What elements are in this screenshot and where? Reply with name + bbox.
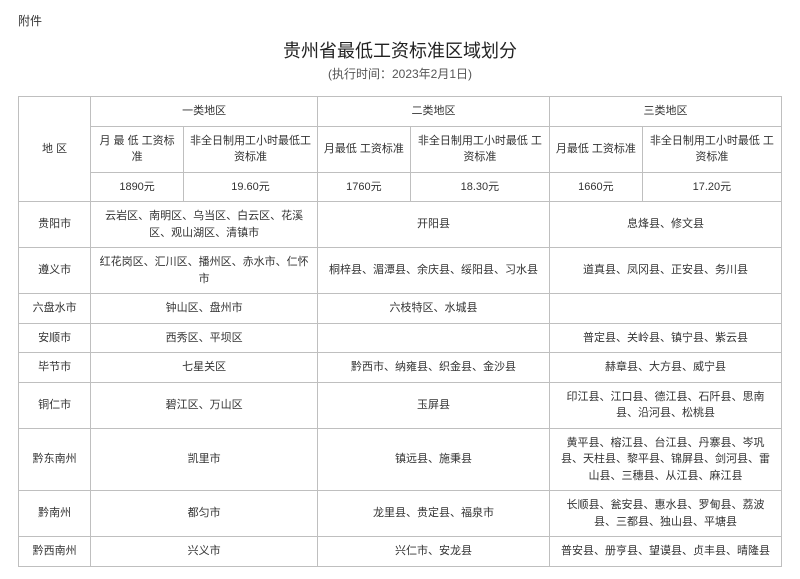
table-body: 贵阳市云岩区、南明区、乌当区、白云区、花溪区、观山湖区、清镇市开阳县息烽县、修文…: [19, 202, 782, 567]
value-c1h: 19.60元: [183, 172, 317, 202]
areas-c3: 普安县、册亨县、望谟县、贞丰县、晴隆县: [549, 537, 781, 567]
value-c1m: 1890元: [91, 172, 184, 202]
table-row: 铜仁市碧江区、万山区玉屏县印江县、江口县、德江县、石阡县、思南县、沿河县、松桃县: [19, 382, 782, 428]
areas-c3: 印江县、江口县、德江县、石阡县、思南县、沿河县、松桃县: [549, 382, 781, 428]
header-cat1: 一类地区: [91, 97, 318, 127]
header-c1-hourly: 非全日制用工小时最低工资标准: [183, 126, 317, 172]
areas-c2: 龙里县、贵定县、福泉市: [318, 491, 550, 537]
areas-c3: 道真县、凤冈县、正安县、务川县: [549, 248, 781, 294]
table-row: 黔南州都匀市龙里县、贵定县、福泉市长顺县、瓮安县、惠水县、罗甸县、荔波县、三都县…: [19, 491, 782, 537]
areas-c2: 玉屏县: [318, 382, 550, 428]
header-cat3: 三类地区: [549, 97, 781, 127]
areas-c3: 长顺县、瓮安县、惠水县、罗甸县、荔波县、三都县、独山县、平塘县: [549, 491, 781, 537]
header-c2-hourly: 非全日制用工小时最低 工资标准: [410, 126, 549, 172]
region-name: 毕节市: [19, 353, 91, 383]
areas-c1: 钟山区、盘州市: [91, 294, 318, 324]
value-c3m: 1660元: [549, 172, 642, 202]
areas-c2: 六枝特区、水城县: [318, 294, 550, 324]
region-name: 贵阳市: [19, 202, 91, 248]
region-name: 六盘水市: [19, 294, 91, 324]
header-c3-monthly: 月最低 工资标准: [549, 126, 642, 172]
table-row: 毕节市七星关区黔西市、纳雍县、织金县、金沙县赫章县、大方县、威宁县: [19, 353, 782, 383]
areas-c3: 赫章县、大方县、威宁县: [549, 353, 781, 383]
region-name: 黔南州: [19, 491, 91, 537]
attachment-label: 附件: [18, 12, 782, 29]
areas-c2: 镇远县、施秉县: [318, 428, 550, 491]
header-c3-hourly: 非全日制用工小时最低 工资标准: [642, 126, 781, 172]
region-name: 黔东南州: [19, 428, 91, 491]
areas-c2: 开阳县: [318, 202, 550, 248]
region-name: 黔西南州: [19, 537, 91, 567]
wage-table: 地 区 一类地区 二类地区 三类地区 月 最 低 工资标准 非全日制用工小时最低…: [18, 96, 782, 567]
header-c1-monthly: 月 最 低 工资标准: [91, 126, 184, 172]
areas-c2: 兴仁市、安龙县: [318, 537, 550, 567]
table-row: 贵阳市云岩区、南明区、乌当区、白云区、花溪区、观山湖区、清镇市开阳县息烽县、修文…: [19, 202, 782, 248]
areas-c2: 桐梓县、湄潭县、余庆县、绥阳县、习水县: [318, 248, 550, 294]
page-subtitle: (执行时间：2023年2月1日): [18, 65, 782, 82]
areas-c3: 黄平县、榕江县、台江县、丹寨县、岑巩县、天柱县、黎平县、锦屏县、剑河县、雷山县、…: [549, 428, 781, 491]
page-title: 贵州省最低工资标准区域划分: [18, 37, 782, 63]
region-name: 遵义市: [19, 248, 91, 294]
areas-c3: [549, 294, 781, 324]
areas-c1: 碧江区、万山区: [91, 382, 318, 428]
value-c3h: 17.20元: [642, 172, 781, 202]
region-name: 铜仁市: [19, 382, 91, 428]
table-row: 遵义市红花岗区、汇川区、播州区、赤水市、仁怀市桐梓县、湄潭县、余庆县、绥阳县、习…: [19, 248, 782, 294]
table-row: 黔西南州兴义市兴仁市、安龙县普安县、册亨县、望谟县、贞丰县、晴隆县: [19, 537, 782, 567]
areas-c2: [318, 323, 550, 353]
value-c2h: 18.30元: [410, 172, 549, 202]
areas-c1: 红花岗区、汇川区、播州区、赤水市、仁怀市: [91, 248, 318, 294]
areas-c2: 黔西市、纳雍县、织金县、金沙县: [318, 353, 550, 383]
areas-c1: 都匀市: [91, 491, 318, 537]
areas-c3: 普定县、关岭县、镇宁县、紫云县: [549, 323, 781, 353]
header-c2-monthly: 月最低 工资标准: [318, 126, 411, 172]
areas-c3: 息烽县、修文县: [549, 202, 781, 248]
header-cat2: 二类地区: [318, 97, 550, 127]
areas-c1: 西秀区、平坝区: [91, 323, 318, 353]
areas-c1: 凯里市: [91, 428, 318, 491]
value-c2m: 1760元: [318, 172, 411, 202]
region-name: 安顺市: [19, 323, 91, 353]
areas-c1: 云岩区、南明区、乌当区、白云区、花溪区、观山湖区、清镇市: [91, 202, 318, 248]
table-row: 六盘水市钟山区、盘州市六枝特区、水城县: [19, 294, 782, 324]
table-row: 黔东南州凯里市镇远县、施秉县黄平县、榕江县、台江县、丹寨县、岑巩县、天柱县、黎平…: [19, 428, 782, 491]
header-region: 地 区: [19, 97, 91, 202]
areas-c1: 七星关区: [91, 353, 318, 383]
table-row: 安顺市西秀区、平坝区 普定县、关岭县、镇宁县、紫云县: [19, 323, 782, 353]
areas-c1: 兴义市: [91, 537, 318, 567]
